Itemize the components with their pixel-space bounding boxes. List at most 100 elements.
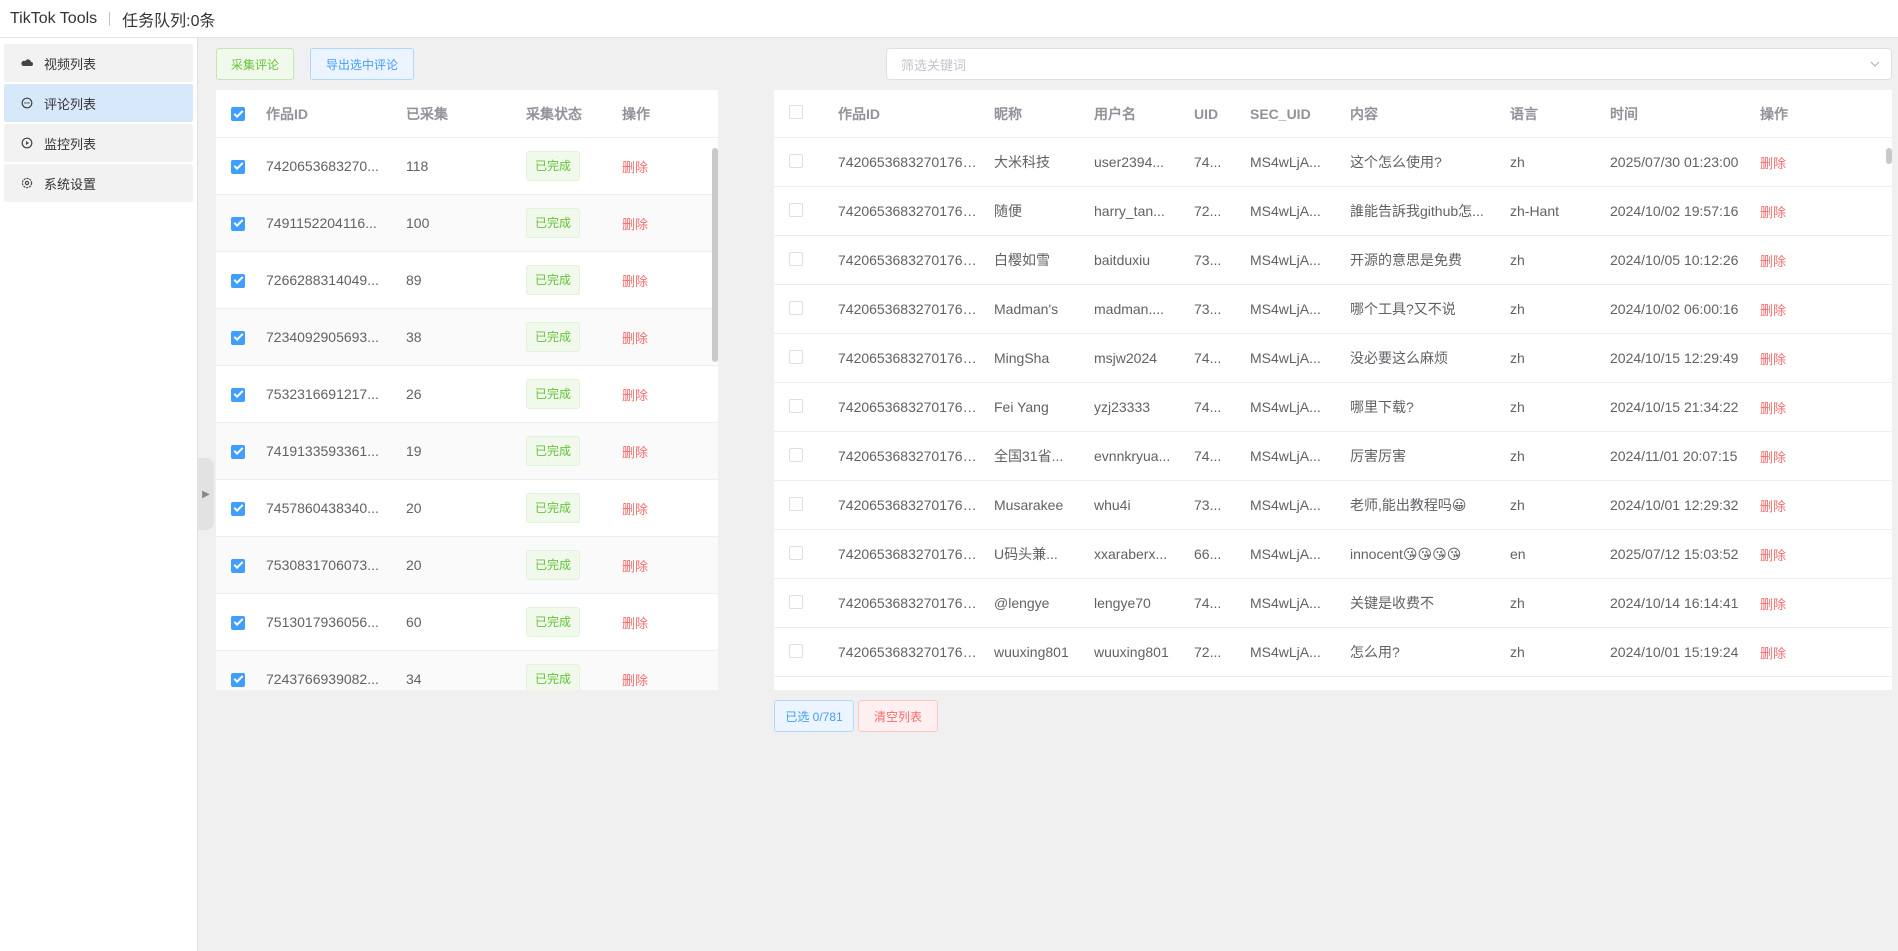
- delete-link[interactable]: 删除: [1760, 596, 1787, 612]
- delete-link[interactable]: 删除: [1760, 547, 1787, 563]
- clear-list-button[interactable]: 清空列表: [858, 700, 938, 732]
- delete-link[interactable]: 删除: [622, 159, 649, 175]
- table-row[interactable]: 7243766939082... 34 已完成 删除: [216, 651, 718, 690]
- column-header[interactable]: 内容: [1350, 105, 1378, 122]
- row-checkbox-cell: [216, 614, 260, 630]
- content-cell: 哪个工具?又不说: [1350, 301, 1456, 317]
- table-row[interactable]: 7513017936056... 60 已完成 删除: [216, 594, 718, 651]
- nickname-cell: wuuxing801: [994, 644, 1069, 660]
- delete-link[interactable]: 删除: [622, 444, 649, 460]
- video-id-cell: 7420653683270176046: [838, 301, 986, 317]
- row-checkbox[interactable]: [789, 251, 803, 266]
- row-checkbox-cell: [216, 215, 260, 231]
- sidebar-item-video-list[interactable]: 视频列表: [4, 44, 193, 82]
- row-checkbox-cell: [774, 447, 818, 465]
- row-checkbox[interactable]: [231, 387, 245, 402]
- sidebar-item-settings[interactable]: 系统设置: [4, 164, 193, 202]
- video-table-scrollbar[interactable]: [712, 148, 718, 362]
- column-header[interactable]: UID: [1194, 105, 1219, 122]
- row-checkbox[interactable]: [789, 643, 803, 658]
- row-checkbox[interactable]: [789, 594, 803, 609]
- delete-link[interactable]: 删除: [1760, 400, 1787, 416]
- keyword-filter-select[interactable]: 筛选关键词: [886, 48, 1892, 80]
- sidebar: 视频列表 评论列表 监控列表 系统设置: [0, 38, 198, 951]
- select-all-checkbox[interactable]: [231, 107, 245, 121]
- collected-count-cell: 19: [406, 443, 422, 459]
- table-row[interactable]: 7420653683270176046 Madman's madman.... 73.…: [774, 285, 1892, 334]
- delete-link[interactable]: 删除: [1760, 253, 1787, 269]
- delete-link[interactable]: 删除: [622, 615, 649, 631]
- row-checkbox[interactable]: [231, 444, 245, 459]
- table-row[interactable]: 7266288314049... 89 已完成 删除: [216, 252, 718, 309]
- table-row[interactable]: 7530831706073... 20 已完成 删除: [216, 537, 718, 594]
- table-row[interactable]: 7420653683270176046 U码头兼... xxaraberx... 66…: [774, 530, 1892, 579]
- delete-link[interactable]: 删除: [1760, 155, 1787, 171]
- delete-link[interactable]: 删除: [1760, 302, 1787, 318]
- row-checkbox[interactable]: [789, 398, 803, 413]
- nickname-cell: @lengye: [994, 595, 1050, 611]
- table-row[interactable]: 7532316691217... 26 已完成 删除: [216, 366, 718, 423]
- column-header[interactable]: 作品ID: [266, 105, 308, 122]
- row-checkbox[interactable]: [789, 545, 803, 560]
- row-checkbox[interactable]: [231, 501, 245, 516]
- delete-link[interactable]: 删除: [622, 672, 649, 688]
- language-cell: zh: [1510, 350, 1525, 366]
- row-checkbox[interactable]: [231, 159, 245, 174]
- delete-link[interactable]: 删除: [622, 501, 649, 517]
- delete-link[interactable]: 删除: [622, 216, 649, 232]
- delete-link[interactable]: 删除: [1760, 351, 1787, 367]
- row-checkbox[interactable]: [231, 672, 245, 687]
- column-header[interactable]: 作品ID: [838, 105, 880, 122]
- table-row[interactable]: 7420653683270176046 MingSha msjw2024 74... M…: [774, 334, 1892, 383]
- delete-link[interactable]: 删除: [1760, 449, 1787, 465]
- table-row[interactable]: 7420653683270176046 全国31省... evnnkryua... 7…: [774, 432, 1892, 481]
- row-checkbox[interactable]: [789, 300, 803, 315]
- export-selected-button[interactable]: 导出选中评论: [310, 48, 414, 80]
- row-checkbox[interactable]: [789, 496, 803, 511]
- row-checkbox[interactable]: [789, 202, 803, 217]
- column-header[interactable]: 时间: [1610, 105, 1638, 122]
- delete-link[interactable]: 删除: [622, 387, 649, 403]
- row-checkbox[interactable]: [789, 447, 803, 462]
- table-row[interactable]: 7420653683270176046 随便 harry_tan... 72... MS…: [774, 187, 1892, 236]
- sidebar-item-comment-list[interactable]: 评论列表: [4, 84, 193, 122]
- column-header[interactable]: 已采集: [406, 105, 448, 122]
- column-header[interactable]: 昵称: [994, 105, 1022, 122]
- column-header[interactable]: 用户名: [1094, 105, 1136, 122]
- row-checkbox[interactable]: [231, 330, 245, 345]
- column-header[interactable]: 语言: [1510, 105, 1538, 122]
- time-cell: 2024/11/01 20:07:15: [1610, 448, 1738, 464]
- table-row[interactable]: 7420653683270176046 Fei Yang yzj23333 74...…: [774, 383, 1892, 432]
- row-checkbox-cell: [774, 251, 818, 269]
- select-all-checkbox[interactable]: [789, 105, 803, 119]
- table-row[interactable]: 7420653683270176046 大米科技 user2394... 74... M…: [774, 138, 1892, 187]
- sidebar-collapse-handle[interactable]: ▶: [198, 458, 214, 530]
- table-row[interactable]: 7419133593361... 19 已完成 删除: [216, 423, 718, 480]
- row-checkbox[interactable]: [789, 153, 803, 168]
- video-id-cell: 7420653683270176046: [838, 203, 986, 219]
- sidebar-item-monitor-list[interactable]: 监控列表: [4, 124, 193, 162]
- row-checkbox[interactable]: [231, 216, 245, 231]
- table-row[interactable]: 7420653683270176046 Musarakee whu4i 73... MS…: [774, 481, 1892, 530]
- table-row[interactable]: 7420653683270176046 白樱如雪 baitduxiu 73... MS4…: [774, 236, 1892, 285]
- table-row[interactable]: 7457860438340... 20 已完成 删除: [216, 480, 718, 537]
- collect-comments-button[interactable]: 采集评论: [216, 48, 294, 80]
- row-checkbox[interactable]: [789, 349, 803, 364]
- comment-table-scrollbar[interactable]: [1886, 148, 1892, 164]
- username-cell: evnnkryua...: [1094, 448, 1171, 464]
- table-row[interactable]: 7420653683270... 118 已完成 删除: [216, 138, 718, 195]
- delete-link[interactable]: 删除: [1760, 498, 1787, 514]
- table-row[interactable]: 7420653683270176046 @lengye lengye70 74... M…: [774, 579, 1892, 628]
- delete-link[interactable]: 删除: [622, 558, 649, 574]
- delete-link[interactable]: 删除: [1760, 204, 1787, 220]
- row-checkbox[interactable]: [231, 558, 245, 573]
- table-row[interactable]: 7491152204116... 100 已完成 删除: [216, 195, 718, 252]
- delete-link[interactable]: 删除: [622, 273, 649, 289]
- row-checkbox[interactable]: [231, 273, 245, 288]
- column-header[interactable]: SEC_UID: [1250, 105, 1311, 122]
- delete-link[interactable]: 删除: [622, 330, 649, 346]
- table-row[interactable]: 7234092905693... 38 已完成 删除: [216, 309, 718, 366]
- delete-link[interactable]: 删除: [1760, 645, 1787, 661]
- row-checkbox[interactable]: [231, 615, 245, 630]
- table-row[interactable]: 7420653683270176046 wuuxing801 wuuxing801 7…: [774, 628, 1892, 677]
